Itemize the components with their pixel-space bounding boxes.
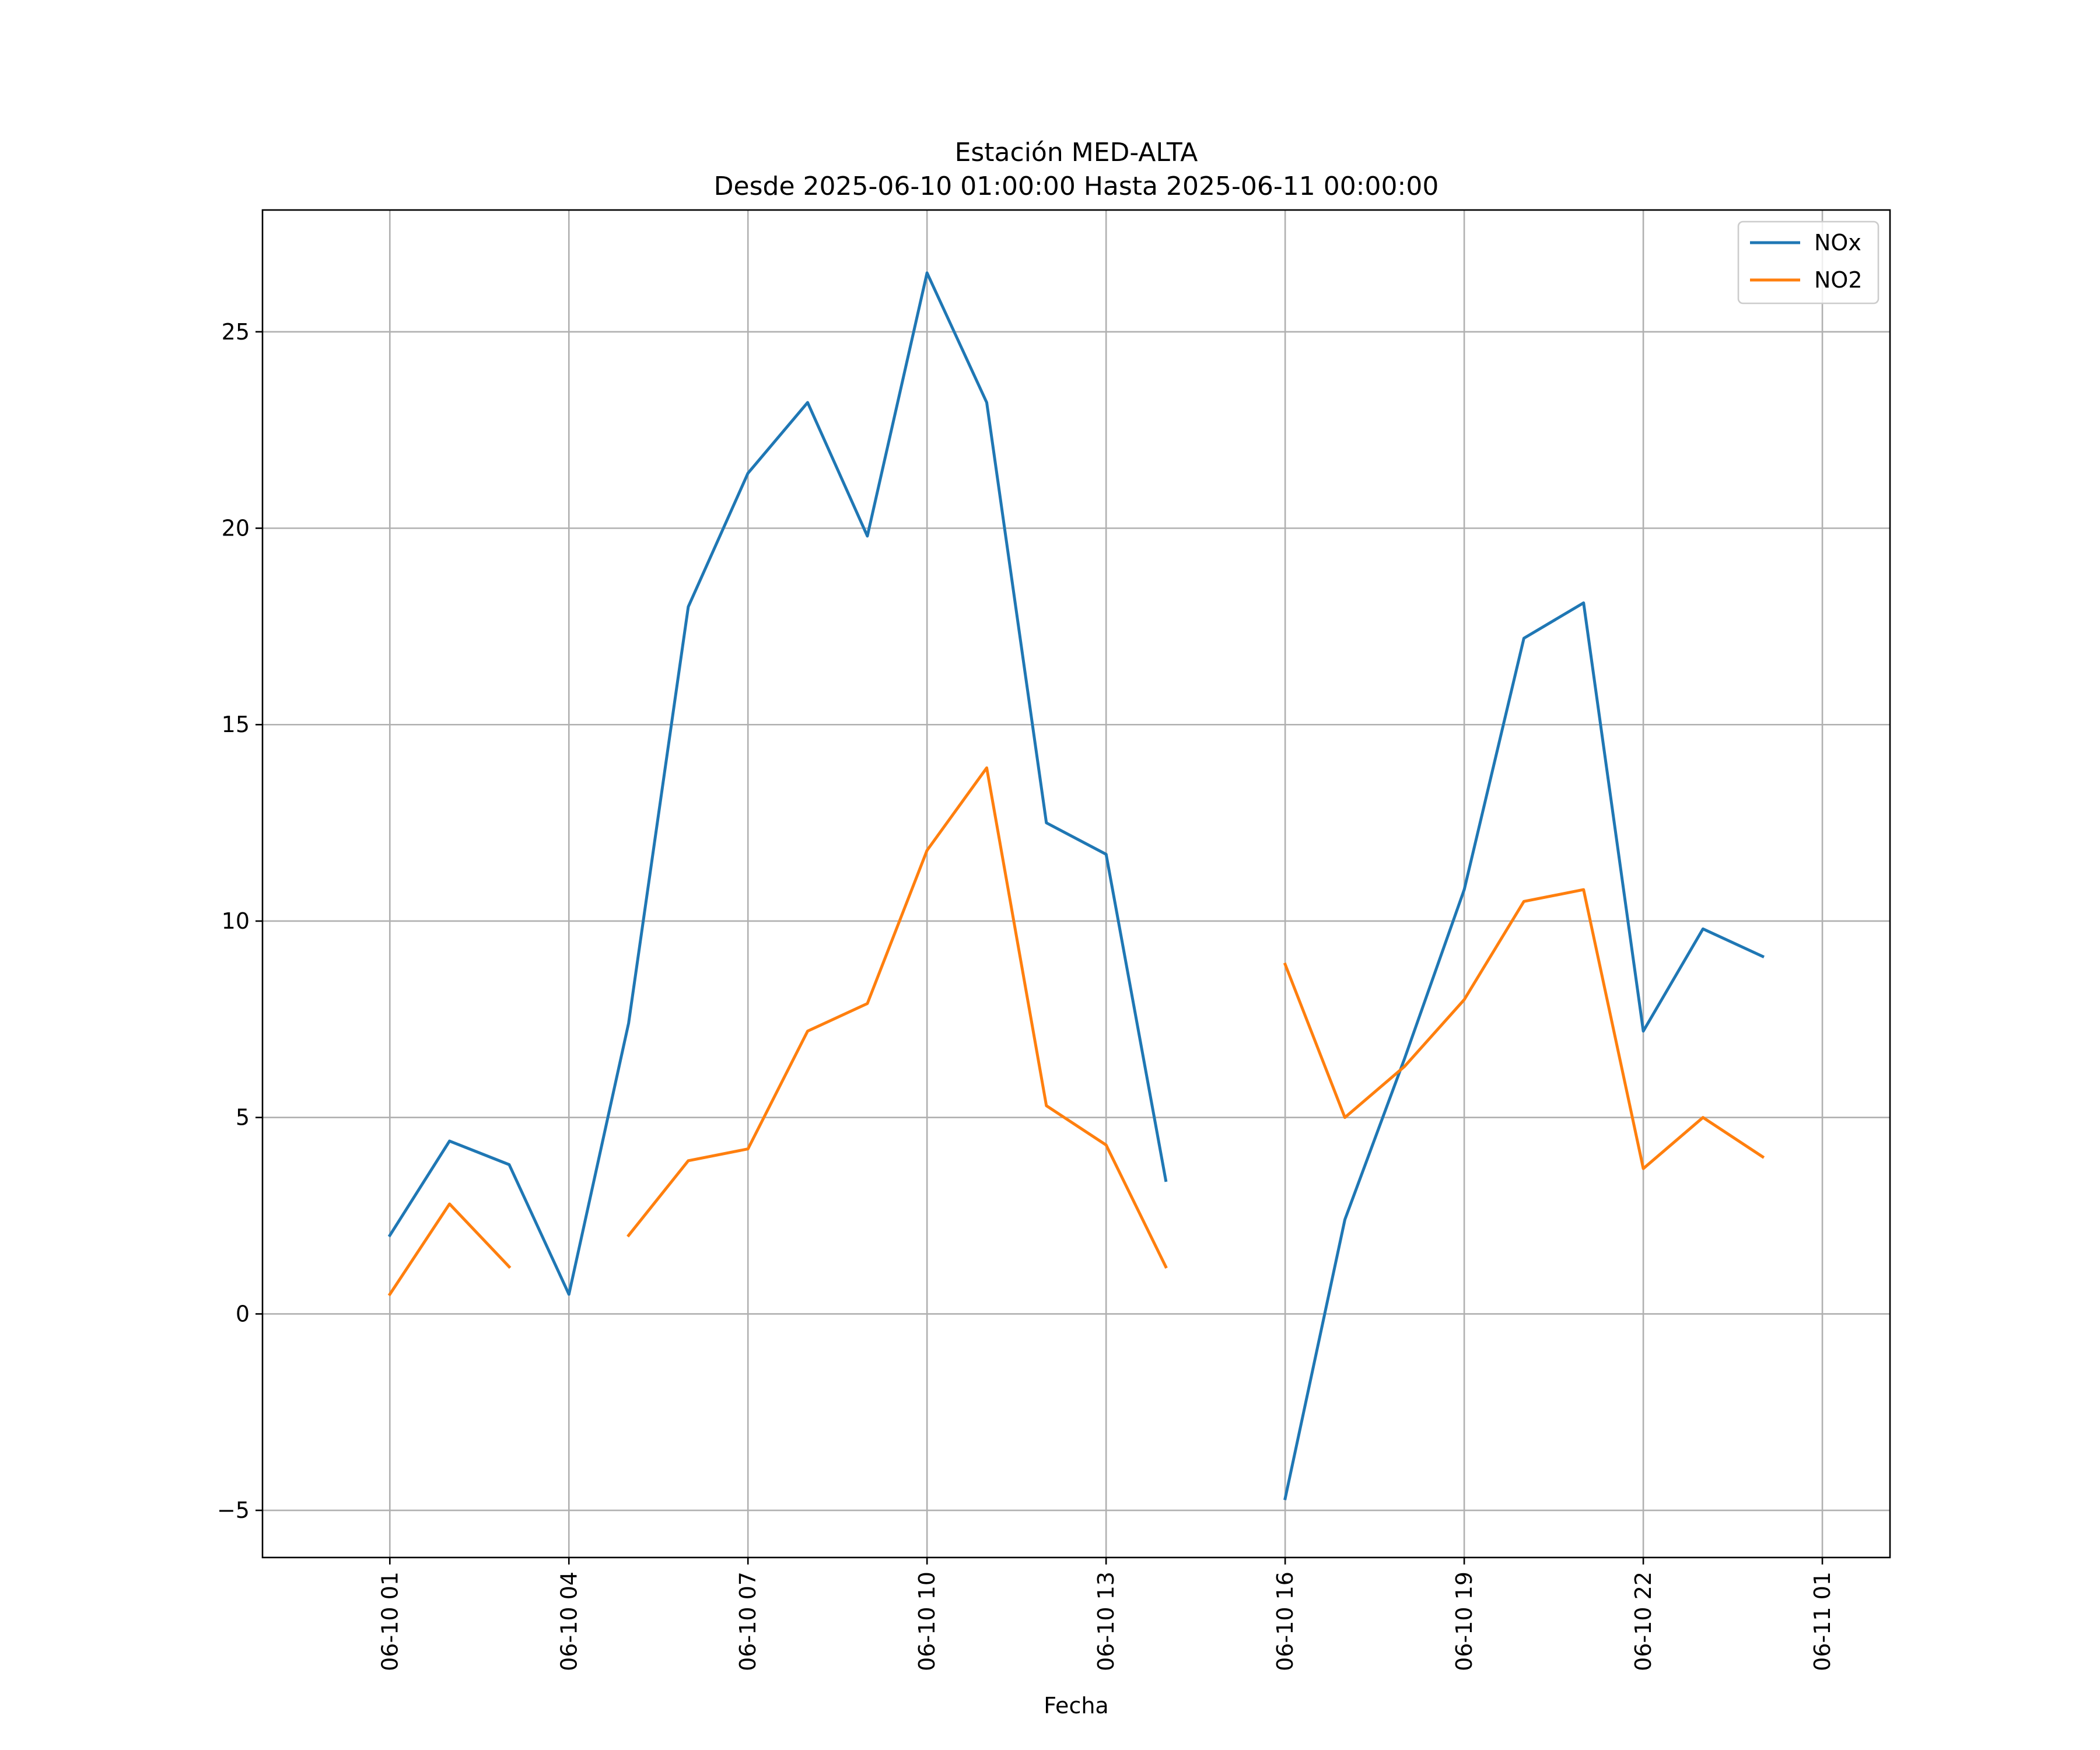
axis-ticks: −5 0 5 10 15 20 25 06-10 01 06-10 04 06-10 07 06-1…	[217, 319, 1835, 1671]
y-tick-label: 10	[222, 908, 250, 934]
y-tick-label: 15	[222, 712, 250, 737]
grid	[262, 210, 1890, 1558]
legend: NOx NO2	[1737, 220, 1880, 304]
x-tick-label: 06-10 01	[377, 1572, 402, 1671]
y-tick-label: 0	[236, 1301, 250, 1326]
x-tick-label: 06-10 13	[1093, 1572, 1119, 1671]
y-tick-label: 20	[222, 516, 250, 541]
y-tick-label: 5	[236, 1105, 250, 1130]
plot-frame	[261, 209, 1891, 1559]
series-line-nox	[387, 271, 1765, 1500]
x-tick-label: 06-10 22	[1630, 1572, 1656, 1671]
series-layer	[387, 271, 1765, 1500]
legend-label-nox: NOx	[1814, 230, 1861, 256]
y-tick-label: −5	[217, 1497, 250, 1523]
y-tick-label: 25	[222, 319, 250, 345]
x-tick-label: 06-10 16	[1272, 1572, 1298, 1671]
chart-subtitle: Desde 2025-06-10 01:00:00 Hasta 2025-06-…	[714, 172, 1439, 201]
x-tick-label: 06-10 07	[735, 1572, 761, 1671]
series-line-no2	[387, 766, 1765, 1297]
x-tick-label: 06-10 19	[1451, 1572, 1477, 1671]
x-axis-label: Fecha	[1044, 1693, 1108, 1718]
legend-label-no2: NO2	[1814, 267, 1863, 293]
x-tick-label: 06-10 04	[556, 1572, 582, 1671]
x-tick-label: 06-11 01	[1810, 1572, 1835, 1671]
chart-title: Estación MED-ALTA	[955, 138, 1198, 167]
x-tick-label: 06-10 10	[914, 1572, 940, 1671]
